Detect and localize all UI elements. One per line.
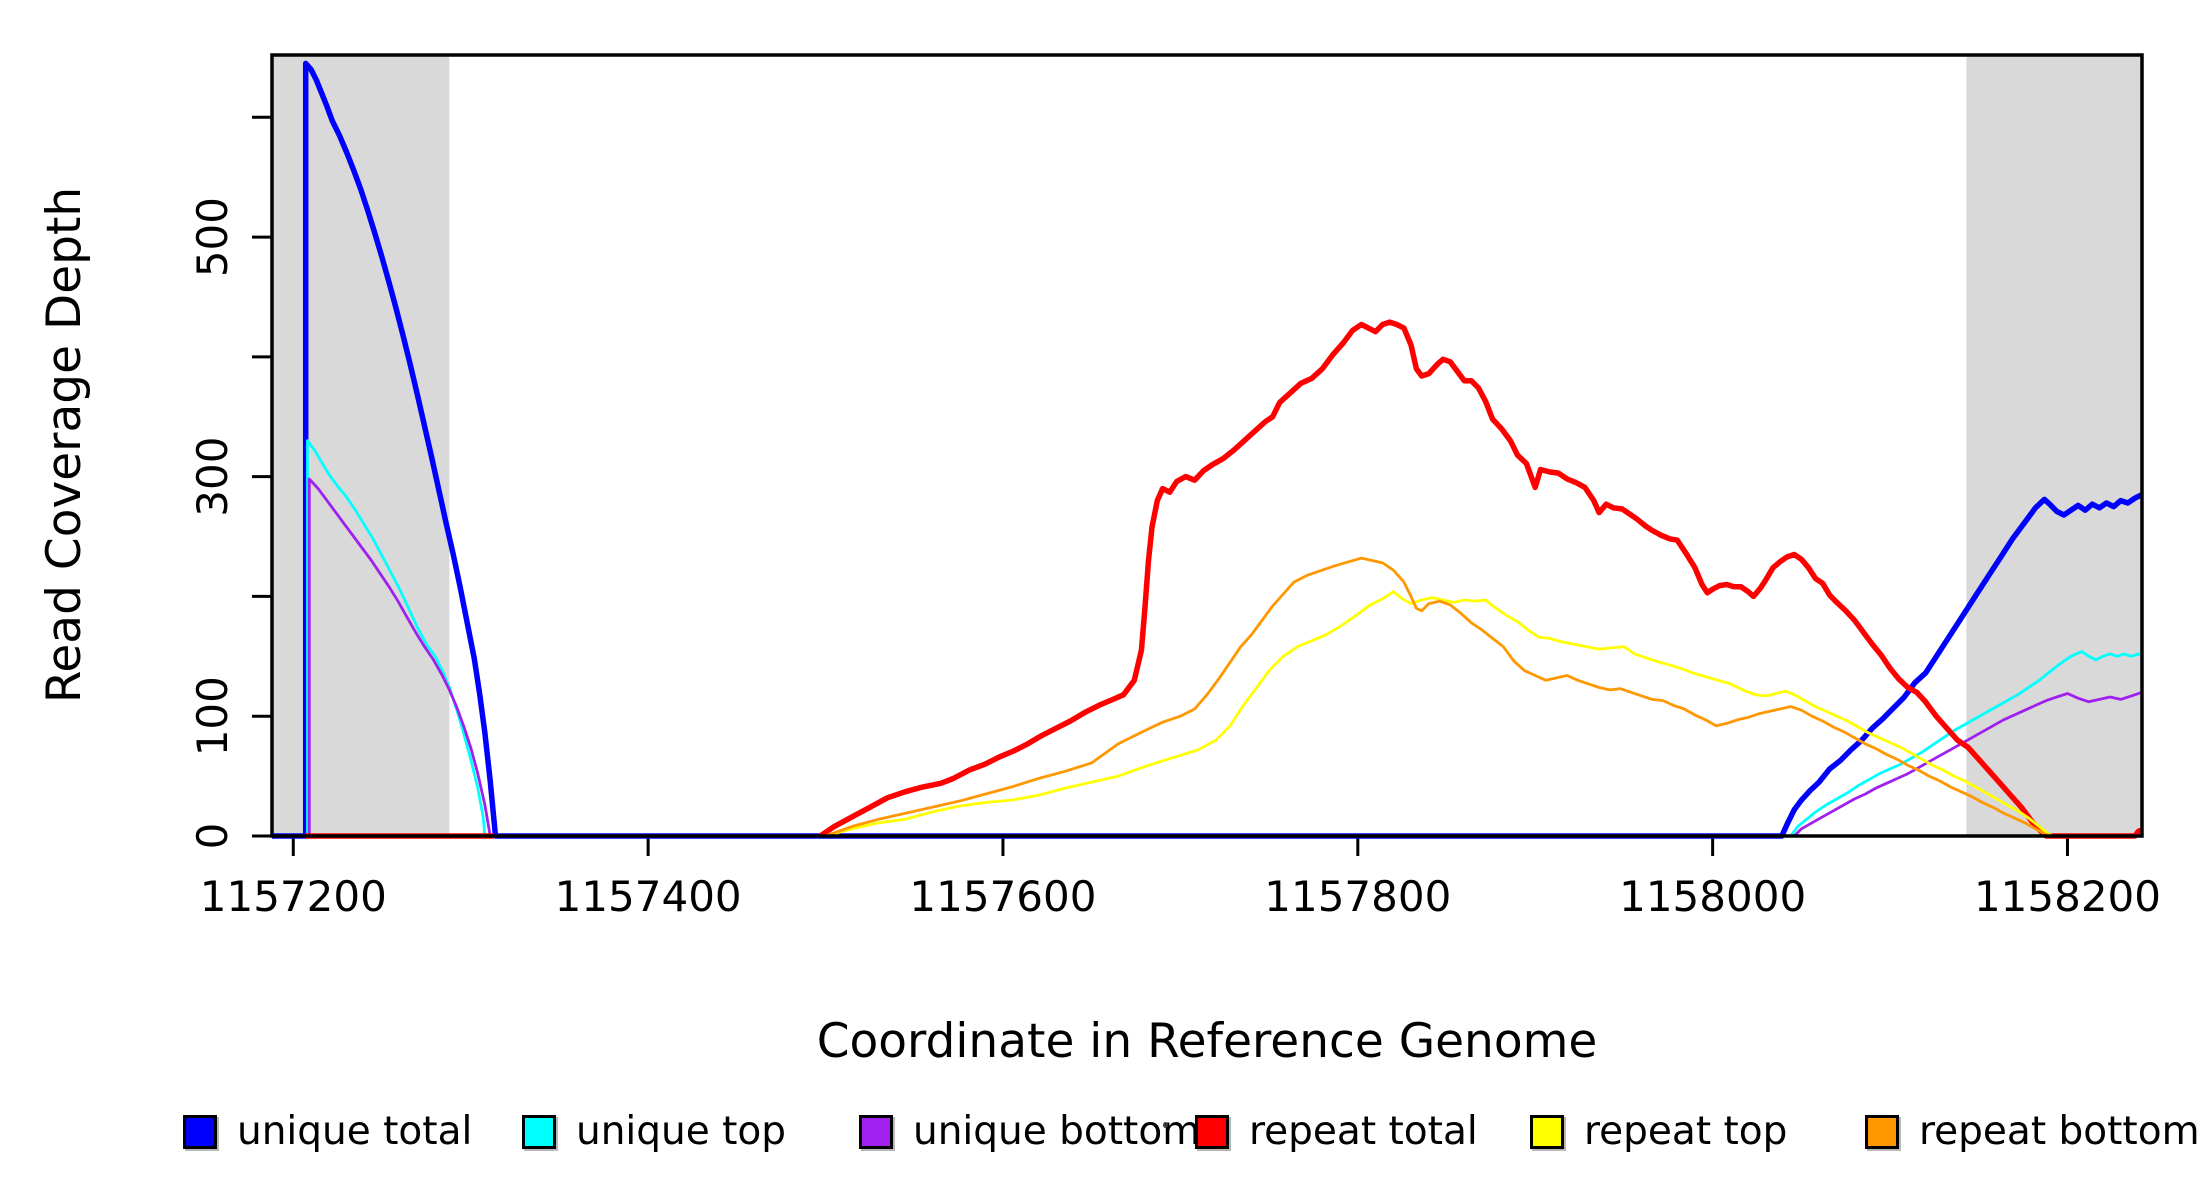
plot-box (270, 53, 2144, 838)
legend-label: unique total (237, 1109, 473, 1154)
highlight-region (1966, 55, 2142, 836)
legend-label: unique top (576, 1109, 787, 1154)
highlight-region (272, 55, 450, 836)
legend-label: repeat total (1249, 1109, 1478, 1154)
legend-entry-unique-top: unique top (522, 1112, 786, 1152)
series-layer (272, 60, 2144, 839)
legend-entry-unique-bottom: unique bottom (859, 1112, 1200, 1152)
legend-swatch-unique-total (183, 1115, 217, 1149)
legend-swatch-repeat-bottom (1865, 1115, 1899, 1149)
series-line-unique-bottom (272, 477, 2143, 838)
series-line-unique-total (272, 60, 2144, 839)
legend-entry-repeat-total: repeat total (1195, 1112, 1478, 1152)
legend-swatch-repeat-top (1530, 1115, 1564, 1149)
x-tick-label: 1157600 (909, 872, 1096, 921)
series-line-repeat-bottom (825, 556, 2142, 838)
y-tick-label: 500 (188, 197, 237, 277)
legend-label: repeat bottom (1919, 1109, 2200, 1154)
series-line-unique-top (272, 439, 2143, 838)
y-axis-title: Read Coverage Depth (37, 187, 92, 703)
x-axis-title: Coordinate in Reference Genome (817, 1014, 1598, 1069)
y-tick-label: 0 (188, 823, 237, 850)
x-tick-label: 1157800 (1264, 872, 1451, 921)
legend-entry-unique-total: unique total (183, 1112, 472, 1152)
y-tick-label: 300 (188, 437, 237, 517)
y-tick-label: 100 (188, 676, 237, 756)
legend-entry-repeat-top: repeat top (1530, 1112, 1787, 1152)
series-line-repeat-top (825, 590, 2054, 838)
legend-label: repeat top (1584, 1109, 1788, 1154)
stray-dot (1163, 1122, 1168, 1128)
x-tick-label: 1158200 (1974, 872, 2161, 921)
series-line-repeat-total (818, 319, 2143, 839)
plot-box-layer (270, 53, 2144, 838)
legend-swatch-unique-top (522, 1115, 556, 1149)
x-tick-label: 1158000 (1619, 872, 1806, 921)
legend-swatch-unique-bottom (859, 1115, 893, 1149)
highlight-regions-layer (272, 55, 2142, 836)
x-tick-label: 1157400 (555, 872, 742, 921)
x-tick-label: 1157200 (200, 872, 387, 921)
legend-entry-repeat-bottom: repeat bottom (1865, 1112, 2200, 1152)
legend-swatch-repeat-total (1195, 1115, 1229, 1149)
legend-label: unique bottom (913, 1109, 1201, 1154)
legend: unique total unique top unique bottom repea… (0, 0, 2200, 1152)
axes-layer: 1157200 1157400 1157600 1157800 1158000 11582… (188, 115, 2161, 921)
